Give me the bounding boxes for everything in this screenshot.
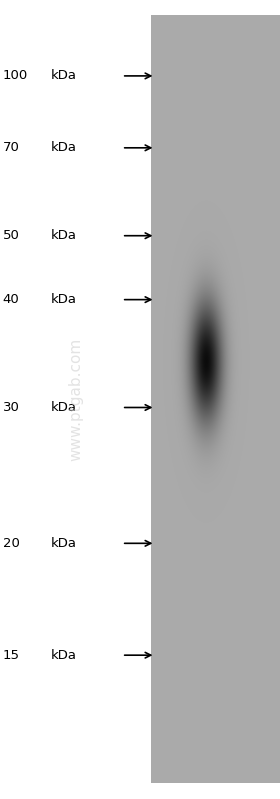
Text: 20: 20 bbox=[3, 537, 20, 550]
Text: kDa: kDa bbox=[50, 70, 76, 82]
Text: 15: 15 bbox=[3, 649, 20, 662]
Text: kDa: kDa bbox=[50, 537, 76, 550]
Text: kDa: kDa bbox=[50, 649, 76, 662]
Text: 100: 100 bbox=[3, 70, 28, 82]
Text: 70: 70 bbox=[3, 141, 20, 154]
Text: www.ptgab.com: www.ptgab.com bbox=[68, 338, 83, 461]
Text: 30: 30 bbox=[3, 401, 20, 414]
Text: 40: 40 bbox=[3, 293, 20, 306]
Text: kDa: kDa bbox=[50, 401, 76, 414]
Text: 50: 50 bbox=[3, 229, 20, 242]
Text: kDa: kDa bbox=[50, 141, 76, 154]
Text: kDa: kDa bbox=[50, 293, 76, 306]
Text: kDa: kDa bbox=[50, 229, 76, 242]
